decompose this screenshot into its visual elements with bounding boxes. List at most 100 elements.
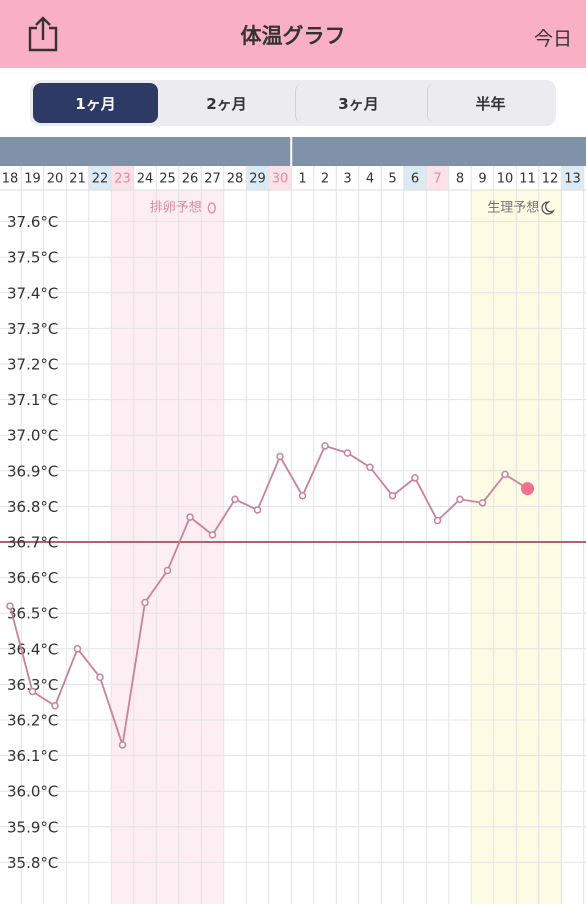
today-button[interactable]: 今日	[533, 28, 572, 50]
y-tick-label: 36.2°C	[7, 712, 58, 730]
temperature-point	[28, 687, 37, 696]
y-tick-label: 36.5°C	[7, 605, 58, 623]
header: 体温グラフ 今日	[0, 0, 586, 68]
prediction-band	[111, 190, 224, 904]
day-cell	[201, 166, 224, 190]
day-cell	[268, 166, 292, 190]
tab[interactable]: 半年	[427, 83, 553, 123]
day-cell	[111, 166, 134, 190]
x-tick-label: 7	[433, 172, 441, 187]
x-tick-label: 28	[227, 172, 244, 187]
temperature-point	[478, 499, 487, 507]
x-tick-label: 4	[366, 172, 374, 187]
temperature-point	[96, 673, 104, 682]
y-tick-label: 37.5°C	[7, 249, 58, 267]
temperature-point	[253, 506, 262, 514]
day-cell	[381, 166, 404, 190]
y-tick-label: 36.4°C	[7, 640, 58, 658]
tab-bar: 1ヶ月 2ヶ月 3ヶ月 半年	[0, 68, 586, 137]
temperature-point	[186, 513, 194, 521]
x-tick-label: 21	[69, 172, 86, 187]
egg-icon	[207, 202, 216, 214]
temperature-point	[73, 645, 82, 653]
day-cell	[538, 166, 562, 190]
temperature-point	[411, 474, 419, 482]
chart: 18 19 20 21 22 23 24 25 26 27 28 29 30 1 2 3 4 5 6 7 8 9 10 11 1…	[0, 137, 586, 904]
x-tick-label: 11	[519, 172, 536, 187]
moon-icon	[541, 201, 555, 215]
x-tick-label: 18	[2, 172, 19, 187]
x-tick-label: 1	[298, 172, 306, 187]
band-label: 排卵予想	[150, 200, 202, 216]
day-cell	[403, 166, 427, 190]
temperature-point	[343, 449, 352, 457]
temperature-point	[366, 463, 374, 471]
x-tick-label: 20	[47, 172, 64, 187]
temperature-point	[298, 491, 307, 500]
temperature-point	[51, 702, 59, 710]
day-cell	[291, 166, 314, 190]
day-cell	[43, 166, 67, 190]
day-cell	[156, 166, 179, 190]
temperature-line	[9, 444, 528, 746]
day-cell	[313, 166, 337, 190]
day-cell	[516, 166, 539, 190]
x-tick-label: 25	[159, 172, 176, 187]
y-tick-label: 36.7°C	[7, 534, 58, 552]
tab[interactable]: 2ヶ月	[206, 94, 247, 113]
share-button[interactable]	[26, 16, 60, 52]
temperature-point	[163, 566, 172, 575]
y-tick-label: 37.2°C	[7, 356, 58, 374]
y-tick-label: 36.0°C	[7, 783, 58, 801]
temperature-point	[321, 442, 329, 450]
temperature-point	[6, 602, 14, 610]
x-tick-label: 3	[343, 172, 351, 187]
day-cell	[133, 166, 157, 190]
y-tick-label: 36.9°C	[7, 462, 58, 480]
day-cell	[561, 166, 584, 190]
y-tick-label: 37.6°C	[7, 213, 58, 231]
day-cell	[0, 166, 22, 190]
day-cell	[358, 166, 382, 190]
day-cell	[21, 166, 44, 190]
x-tick-label: 5	[388, 172, 396, 187]
x-tick-label: 19	[24, 172, 41, 187]
x-tick-label: 12	[542, 172, 559, 187]
x-tick-label: 22	[92, 172, 109, 187]
day-cell	[426, 166, 449, 190]
y-tick-label: 37.4°C	[7, 284, 58, 302]
day-cell	[223, 166, 247, 190]
month-bar	[0, 137, 586, 166]
x-tick-label: 10	[497, 172, 514, 187]
temperature-point	[141, 598, 149, 607]
temperature-point	[208, 531, 217, 539]
day-cell	[246, 166, 269, 190]
x-tick-label: 23	[114, 172, 131, 187]
day-cell	[88, 166, 112, 190]
y-tick-label: 36.3°C	[7, 676, 58, 694]
temperature-point	[433, 516, 442, 525]
y-tick-label: 36.8°C	[7, 498, 58, 516]
tab[interactable]: 3ヶ月	[295, 83, 421, 123]
temperature-point	[501, 470, 509, 479]
temperature-point	[456, 495, 464, 504]
temperature-point	[231, 495, 239, 504]
x-tick-label: 13	[564, 172, 581, 187]
band-label: 生理予想	[487, 200, 539, 216]
y-tick-label: 36.6°C	[7, 569, 58, 587]
segmented-control: 1ヶ月 2ヶ月 3ヶ月 半年	[30, 80, 556, 126]
y-tick-label: 36.1°C	[7, 747, 58, 765]
temperature-point	[276, 452, 284, 461]
y-tick-label: 37.0°C	[7, 427, 58, 445]
day-cell	[336, 166, 359, 190]
x-tick-label: 26	[182, 172, 199, 187]
day-cell	[493, 166, 517, 190]
day-cell	[471, 166, 494, 190]
day-cell	[178, 166, 202, 190]
y-tick-label: 37.1°C	[7, 391, 58, 409]
x-tick-label: 2	[321, 172, 329, 187]
x-tick-label: 6	[411, 172, 419, 187]
y-tick-label: 35.9°C	[7, 818, 58, 836]
tab[interactable]: 1ヶ月	[33, 83, 158, 123]
